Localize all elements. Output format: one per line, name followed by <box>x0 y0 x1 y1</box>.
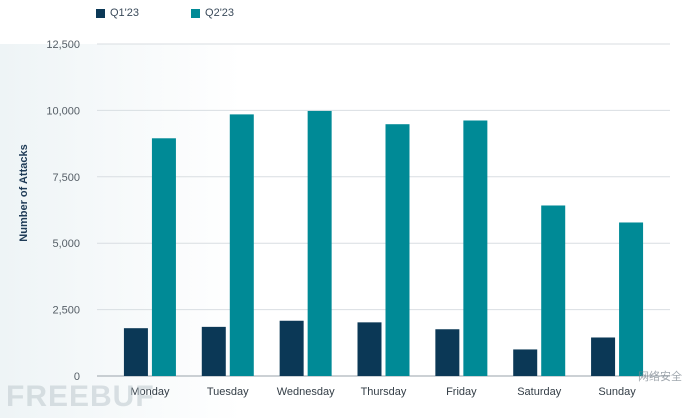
bar-q1-saturday <box>513 349 538 376</box>
chart-legend: Q1'23 Q2'23 <box>96 6 286 20</box>
y-tick-label-7500: 7,500 <box>52 172 80 184</box>
legend-item-q1: Q1'23 <box>96 7 139 19</box>
bar-q2-saturday <box>541 205 566 376</box>
x-tick-label-saturday: Saturday <box>517 386 562 398</box>
bar-q1-friday <box>435 329 460 376</box>
bar-q2-tuesday <box>229 114 254 376</box>
bar-q1-wednesday <box>279 320 304 376</box>
x-tick-label-friday: Friday <box>446 386 477 398</box>
y-axis-label: Number of Attacks <box>18 144 30 241</box>
x-tick-label-wednesday: Wednesday <box>277 386 335 398</box>
x-tick-label-thursday: Thursday <box>361 386 407 398</box>
x-tick-label-sunday: Sunday <box>598 386 636 398</box>
legend-swatch-q1 <box>96 8 105 18</box>
x-tick-label-tuesday: Tuesday <box>207 386 249 398</box>
legend-label-q1: Q1'23 <box>110 7 140 19</box>
legend-label-q2: Q2'23 <box>205 7 235 19</box>
bar-q2-wednesday <box>307 110 332 376</box>
x-tick-label-monday: Monday <box>130 386 170 398</box>
y-tick-label-10000: 10,000 <box>46 105 80 117</box>
y-tick-label-0: 0 <box>74 371 80 383</box>
plot-background <box>0 44 690 418</box>
bar-q1-tuesday <box>201 326 226 376</box>
bar-q1-sunday <box>591 337 616 376</box>
legend-item-q2: Q2'23 <box>191 7 234 19</box>
legend-swatch-q2 <box>191 8 201 18</box>
y-tick-label-5000: 5,000 <box>52 238 80 250</box>
y-tick-label-2500: 2,500 <box>52 305 80 317</box>
bar-q2-monday <box>151 138 176 376</box>
bar-q2-sunday <box>619 222 644 376</box>
watermark-text: 网络安全 <box>638 371 682 383</box>
bar-q1-thursday <box>357 322 382 376</box>
watermark-logo: FREEBUF <box>6 380 155 413</box>
y-tick-label-12500: 12,500 <box>46 39 80 51</box>
bar-q1-monday <box>123 328 148 376</box>
bar-q2-friday <box>463 120 488 376</box>
bar-q2-thursday <box>385 124 410 376</box>
